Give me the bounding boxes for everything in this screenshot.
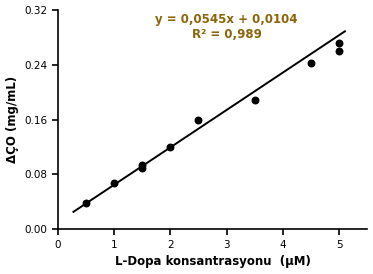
Point — [167, 145, 173, 149]
Point — [83, 201, 89, 206]
Text: y = 0,0545x + 0,0104: y = 0,0545x + 0,0104 — [156, 13, 298, 26]
Text: R² = 0,989: R² = 0,989 — [192, 28, 261, 41]
Point — [336, 40, 342, 45]
Point — [252, 98, 258, 102]
Point — [308, 61, 314, 65]
Point — [139, 165, 145, 170]
Point — [195, 117, 201, 122]
Y-axis label: ΔÇO (mg/mL): ΔÇO (mg/mL) — [6, 76, 19, 163]
Point — [139, 163, 145, 167]
X-axis label: L-Dopa konsantrasyonu  (μM): L-Dopa konsantrasyonu (μM) — [115, 255, 310, 269]
Point — [336, 48, 342, 53]
Point — [111, 181, 117, 185]
